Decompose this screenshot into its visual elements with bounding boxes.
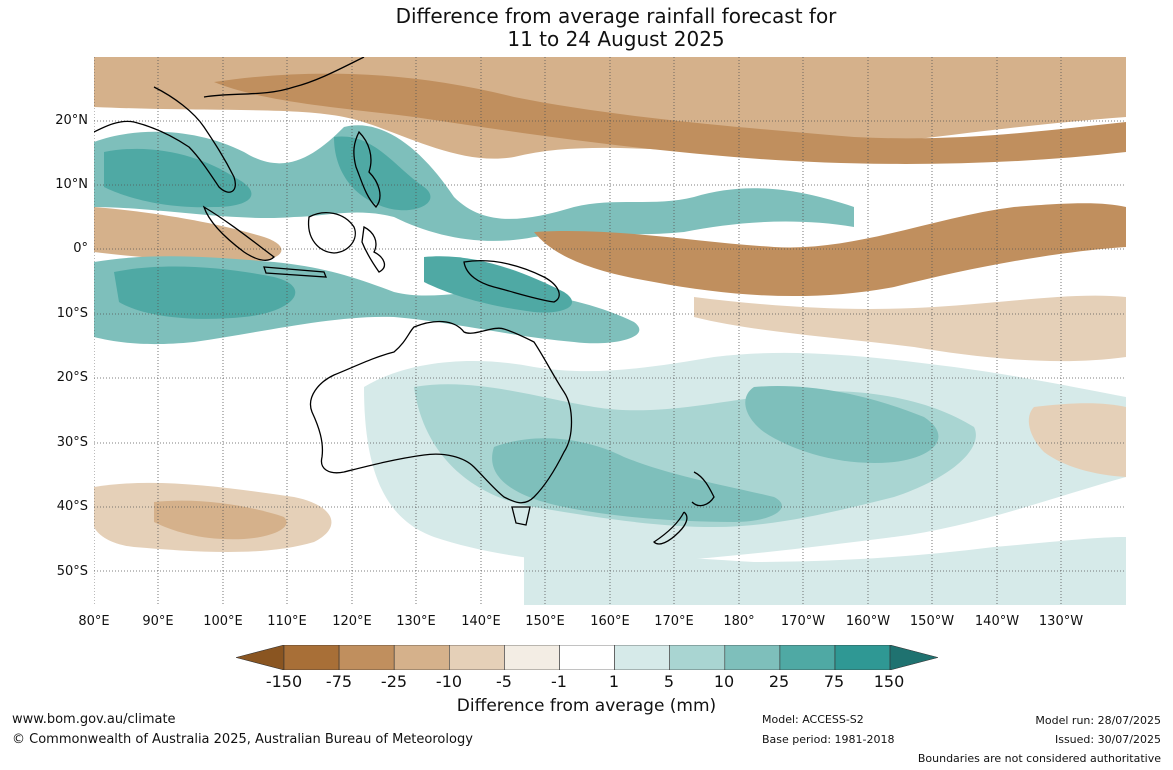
map-title-line1: Difference from average rainfall forecas…	[395, 4, 837, 28]
legend-tick-label: -5	[496, 672, 512, 691]
dry-band-central-pacific	[534, 203, 1126, 297]
wet-core-southeast-asia	[104, 148, 252, 208]
legend-colorbar	[236, 645, 938, 670]
legend-tick-label: -1	[551, 672, 567, 691]
lon-label-170e: 170°E	[654, 614, 694, 629]
legend-tick-label: 75	[823, 672, 845, 691]
legend-extend-high	[889, 645, 938, 670]
coastline-australia	[309, 320, 573, 504]
lon-label-170w: 170°W	[780, 614, 826, 629]
legend-swatch	[669, 645, 726, 670]
legend-tick-label: -25	[380, 672, 408, 691]
rainfall-anomaly-map	[94, 57, 1126, 605]
wet-core-southeast-australia	[492, 438, 782, 522]
legend-swatch	[559, 645, 615, 670]
coastline-new-zealand	[652, 471, 715, 545]
legend-swatch	[724, 645, 781, 670]
dry-band-east-pacific	[694, 295, 1126, 362]
map-canvas	[94, 57, 1126, 605]
map-title: Difference from average rainfall forecas…	[0, 5, 1173, 51]
legend-swatches	[283, 645, 891, 670]
wet-core-indian-ocean	[114, 266, 296, 319]
footer-copyright: © Commonwealth of Australia 2025, Austra…	[12, 732, 473, 747]
lon-label-100e: 100°E	[203, 614, 243, 629]
lat-label-30s: 30°S	[56, 435, 88, 450]
lat-label-20s: 20°S	[56, 370, 88, 385]
legend-tick-label: 10	[713, 672, 735, 691]
footer-base-period: Base period: 1981-2018	[762, 733, 895, 746]
legend-tick-label: 25	[768, 672, 790, 691]
legend-tick-label: 1	[608, 672, 620, 691]
lon-label-130e: 130°E	[396, 614, 436, 629]
lon-label-140e: 140°E	[461, 614, 501, 629]
lon-label-90e: 90°E	[142, 614, 174, 629]
lon-label-160w: 160°W	[845, 614, 891, 629]
coastline-sumatra	[202, 205, 275, 261]
coastlines	[94, 57, 715, 545]
coastline-indochina	[94, 86, 236, 193]
lon-label-80e: 80°E	[78, 614, 110, 629]
footer-model-run: Model run: 28/07/2025	[1035, 714, 1161, 727]
legend-tick-label: -10	[435, 672, 463, 691]
legend-title: Difference from average (mm)	[456, 696, 717, 716]
coastline-china	[203, 57, 365, 98]
lon-label-150e: 150°E	[525, 614, 565, 629]
lat-label-40s: 40°S	[56, 499, 88, 514]
legend-swatch	[449, 645, 505, 670]
lon-label-180: 180°	[723, 614, 755, 629]
coastline-sulawesi	[361, 226, 386, 273]
legend-swatch	[504, 645, 560, 670]
legend-swatch	[834, 645, 891, 670]
footer-disclaimer: Boundaries are not considered authoritat…	[917, 752, 1161, 765]
lon-label-150w: 150°W	[909, 614, 955, 629]
legend-tick-label: -150	[265, 672, 303, 691]
legend-swatch	[338, 645, 395, 670]
dry-core-north	[214, 73, 1126, 164]
coastline-tasmania	[511, 506, 531, 526]
legend-tick-label: 150	[873, 672, 905, 691]
legend-extend-low	[236, 645, 285, 670]
wet-region-southern-ocean	[524, 537, 1126, 605]
legend-tick-label: -75	[325, 672, 353, 691]
dry-core-southern-indian-ocean	[154, 500, 287, 540]
legend-swatch	[614, 645, 671, 670]
lon-label-120e: 120°E	[332, 614, 372, 629]
footer-issued: Issued: 30/07/2025	[1054, 733, 1161, 746]
lat-label-10s: 10°S	[56, 306, 88, 321]
legend-tick-label: 5	[663, 672, 675, 691]
legend-swatch	[283, 645, 340, 670]
legend-swatch	[393, 645, 450, 670]
lon-label-160e: 160°E	[590, 614, 630, 629]
coastline-borneo	[307, 212, 356, 254]
coastline-philippines	[353, 130, 381, 208]
footer-model: Model: ACCESS-S2	[762, 713, 864, 726]
wet-core-philippines	[334, 136, 431, 211]
lat-label-50s: 50°S	[56, 564, 88, 579]
lon-label-140w: 140°W	[974, 614, 1020, 629]
lat-label-20n: 20°N	[55, 113, 88, 128]
dry-region-east-pacific-south	[1028, 403, 1126, 477]
coastline-new-guinea	[463, 260, 560, 303]
footer-url[interactable]: www.bom.gov.au/climate	[12, 712, 176, 727]
lon-label-130w: 130°W	[1038, 614, 1084, 629]
dry-band-equatorial	[94, 207, 282, 262]
lat-label-equator: 0°	[73, 241, 88, 256]
wet-core-central-pacific-south	[745, 386, 939, 463]
lat-label-10n: 10°N	[55, 177, 88, 192]
legend-swatch	[779, 645, 836, 670]
lon-label-110e: 110°E	[267, 614, 307, 629]
coastline-java	[263, 266, 327, 278]
wet-region-southeast-asia	[94, 125, 854, 241]
map-title-line2: 11 to 24 August 2025	[507, 27, 725, 51]
